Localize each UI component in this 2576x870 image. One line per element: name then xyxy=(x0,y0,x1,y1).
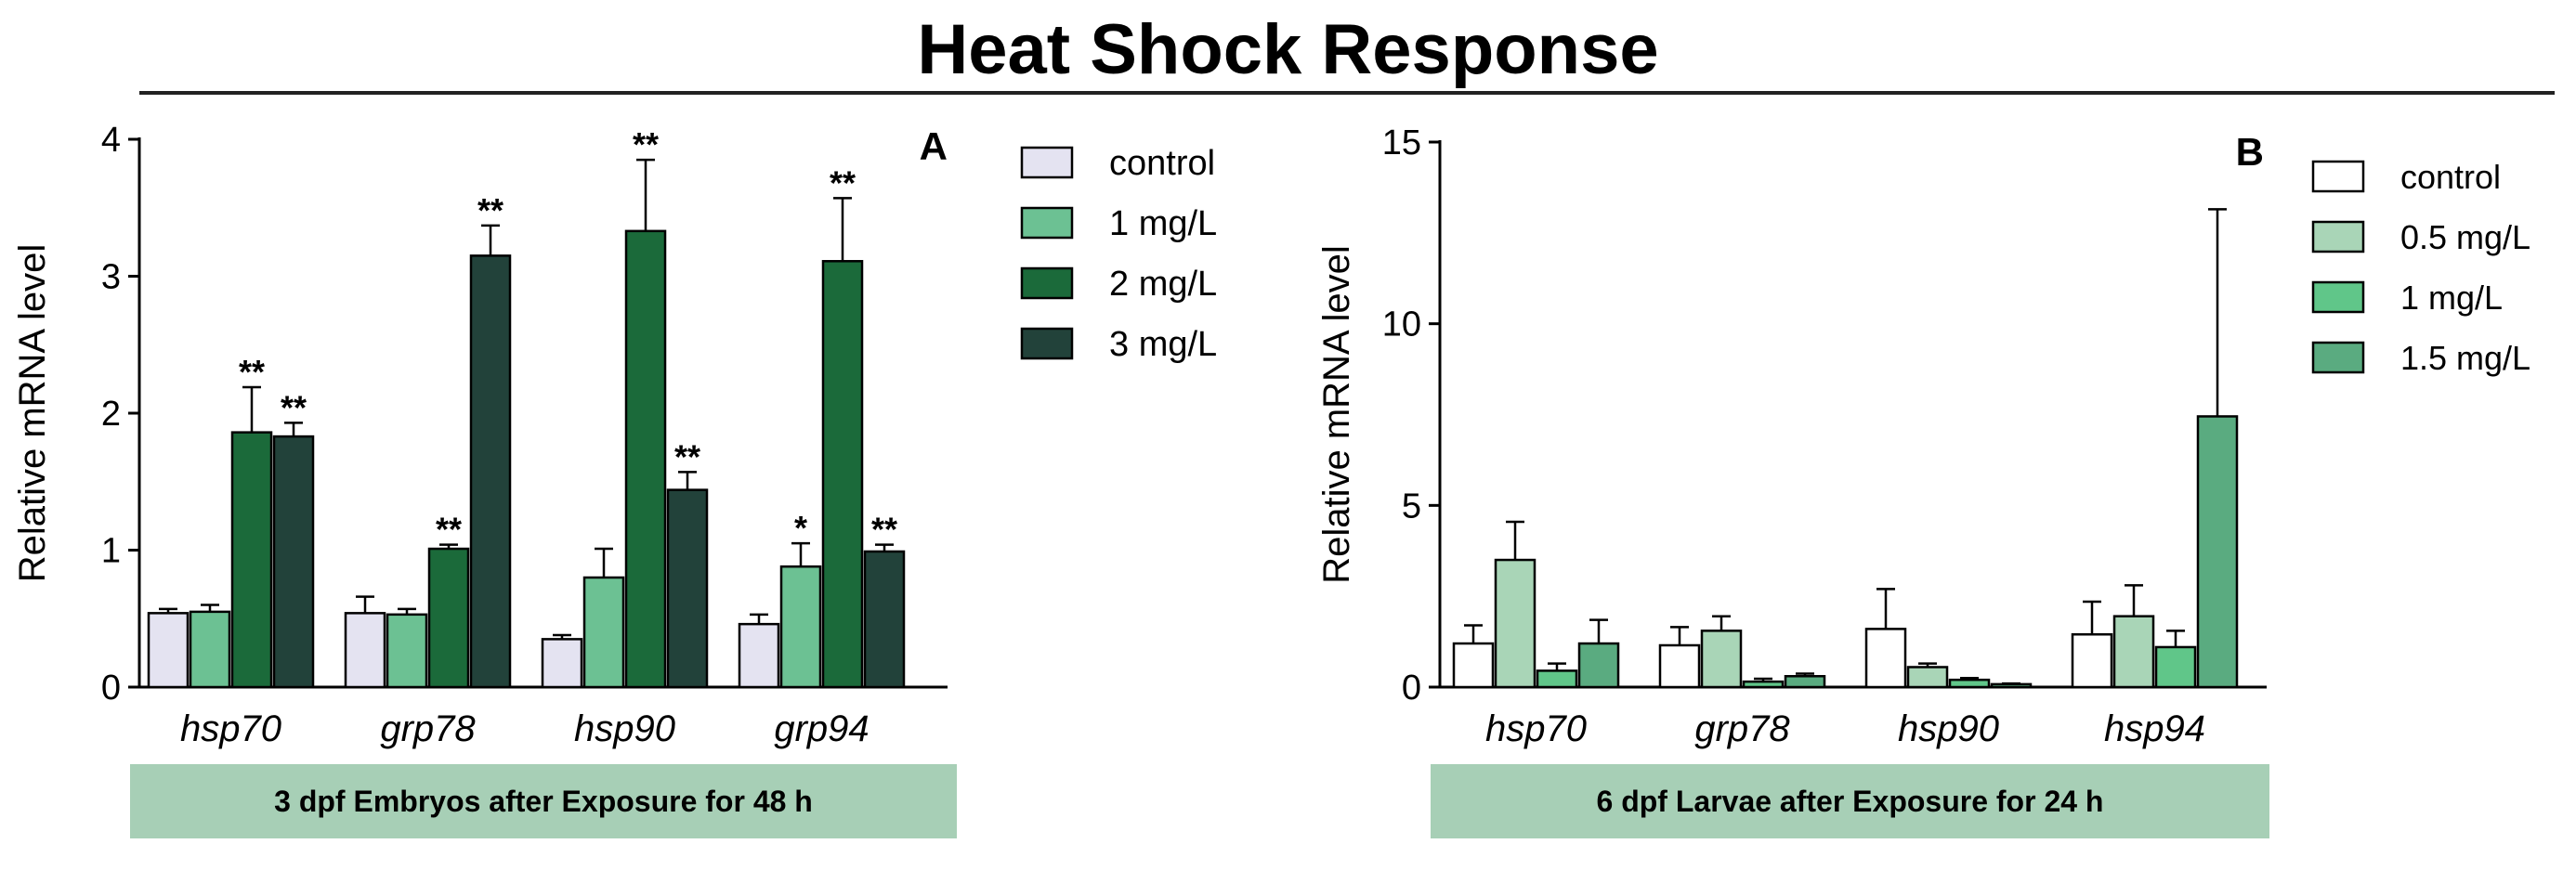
panel-a-caption: 3 dpf Embryos after Exposure for 48 h xyxy=(130,764,957,838)
bar-grp94-2-mg-L xyxy=(821,260,864,689)
x-category-label: grp78 xyxy=(1694,708,1790,749)
x-category-label: hsp70 xyxy=(1485,708,1587,749)
bar-grp78-0-5-mg-L xyxy=(1700,630,1743,689)
legend-swatch xyxy=(1020,266,1074,300)
significance-marker: ** xyxy=(871,511,897,549)
legend-label: 1 mg/L xyxy=(1109,204,1217,243)
bar-hsp70-control xyxy=(147,612,190,689)
bar-hsp90-1-mg-L xyxy=(1948,678,1991,689)
y-tick-label: 0 xyxy=(101,669,121,708)
significance-marker: ** xyxy=(436,511,462,549)
significance-marker: * xyxy=(794,509,807,547)
x-category-label: hsp94 xyxy=(2104,708,2205,749)
bar-hsp70-control xyxy=(1452,642,1495,689)
bar-hsp94-1-5-mg-L xyxy=(2196,415,2239,689)
bar-hsp94-1-mg-L xyxy=(2154,645,2197,689)
legend-label: 3 mg/L xyxy=(1109,325,1217,364)
significance-marker: ** xyxy=(281,388,307,426)
bar-hsp90-2-mg-L xyxy=(624,229,667,689)
bar-hsp94-control xyxy=(2071,633,2113,689)
bar-hsp90-3-mg-L xyxy=(666,488,709,689)
x-category-label: grp94 xyxy=(774,708,869,749)
legend-swatch xyxy=(1020,146,1074,179)
y-tick-label: 2 xyxy=(101,395,121,434)
bar-hsp90-control xyxy=(541,638,583,689)
x-category-label: hsp70 xyxy=(180,708,281,749)
y-tick-label: 0 xyxy=(1402,669,1421,708)
bar-hsp70-2-mg-L xyxy=(230,431,273,689)
bar-hsp70-0-5-mg-L xyxy=(1494,558,1536,689)
x-category-label: hsp90 xyxy=(1898,708,1999,749)
bar-grp78-1-5-mg-L xyxy=(1784,675,1826,689)
legend-label: control xyxy=(2400,158,2501,196)
figure-title: Heat Shock Response xyxy=(917,10,1659,89)
y-tick-label: 1 xyxy=(101,532,121,571)
legend-label: 0.5 mg/L xyxy=(2400,218,2530,256)
significance-marker: ** xyxy=(633,125,659,163)
bar-grp94-1-mg-L xyxy=(779,565,822,689)
bar-hsp94-0-5-mg-L xyxy=(2112,615,2155,689)
significance-marker: ** xyxy=(830,163,856,201)
legend-label: 2 mg/L xyxy=(1109,265,1217,304)
legend-label: control xyxy=(1109,144,1215,183)
bar-grp78-control xyxy=(344,612,386,689)
bar-hsp90-0-5-mg-L xyxy=(1906,666,1949,689)
legend-swatch xyxy=(2311,341,2365,374)
bar-hsp90-1-mg-L xyxy=(582,576,625,689)
significance-marker: ** xyxy=(239,353,265,391)
x-category-label: hsp90 xyxy=(574,708,675,749)
bar-grp78-3-mg-L xyxy=(469,254,512,689)
bar-hsp70-3-mg-L xyxy=(272,435,315,689)
bar-hsp70-1-mg-L xyxy=(1536,669,1578,689)
y-tick-label: 4 xyxy=(101,121,121,160)
panel-label: B xyxy=(2236,130,2264,174)
y-tick-label: 3 xyxy=(101,258,121,297)
bar-grp94-3-mg-L xyxy=(863,550,906,689)
legend-swatch xyxy=(1020,327,1074,360)
panel-b-caption: 6 dpf Larvae after Exposure for 24 h xyxy=(1431,764,2269,838)
x-category-label: grp78 xyxy=(380,708,476,749)
bar-hsp70-1-mg-L xyxy=(189,610,231,689)
y-tick-label: 10 xyxy=(1382,305,1421,344)
legend-swatch xyxy=(2311,220,2365,253)
legend-swatch xyxy=(1020,206,1074,240)
significance-marker: ** xyxy=(477,191,503,229)
y-tick-label: 5 xyxy=(1402,487,1421,526)
bar-grp78-control xyxy=(1658,643,1701,689)
bar-hsp90-control xyxy=(1864,628,1907,689)
bar-hsp90-1-5-mg-L xyxy=(1990,682,2033,689)
significance-marker: ** xyxy=(674,437,700,475)
bar-grp78-2-mg-L xyxy=(427,547,470,689)
bar-grp78-1-mg-L xyxy=(1742,680,1785,689)
bar-grp78-1-mg-L xyxy=(386,613,428,689)
y-tick-label: 15 xyxy=(1382,123,1421,162)
panel-b-chart: 0 5 10 15 Relative mRNA level hsp70 grp78 hsp90… xyxy=(1316,123,2530,749)
bar-hsp70-1-5-mg-L xyxy=(1577,642,1620,689)
legend-label: 1 mg/L xyxy=(2400,279,2503,317)
panel-label: A xyxy=(920,124,948,168)
title-underline xyxy=(139,91,2555,95)
y-axis-label: Relative mRNA level xyxy=(12,244,53,583)
panel-a-chart: 0 1 2 3 4 Relative mRNA level ** ** hsp70 ** ** grp… xyxy=(12,121,1217,749)
legend-swatch xyxy=(2311,280,2365,314)
bar-grp94-control xyxy=(738,622,780,689)
y-axis-label: Relative mRNA level xyxy=(1316,245,1357,584)
legend-swatch xyxy=(2311,160,2365,193)
legend-label: 1.5 mg/L xyxy=(2400,339,2530,377)
